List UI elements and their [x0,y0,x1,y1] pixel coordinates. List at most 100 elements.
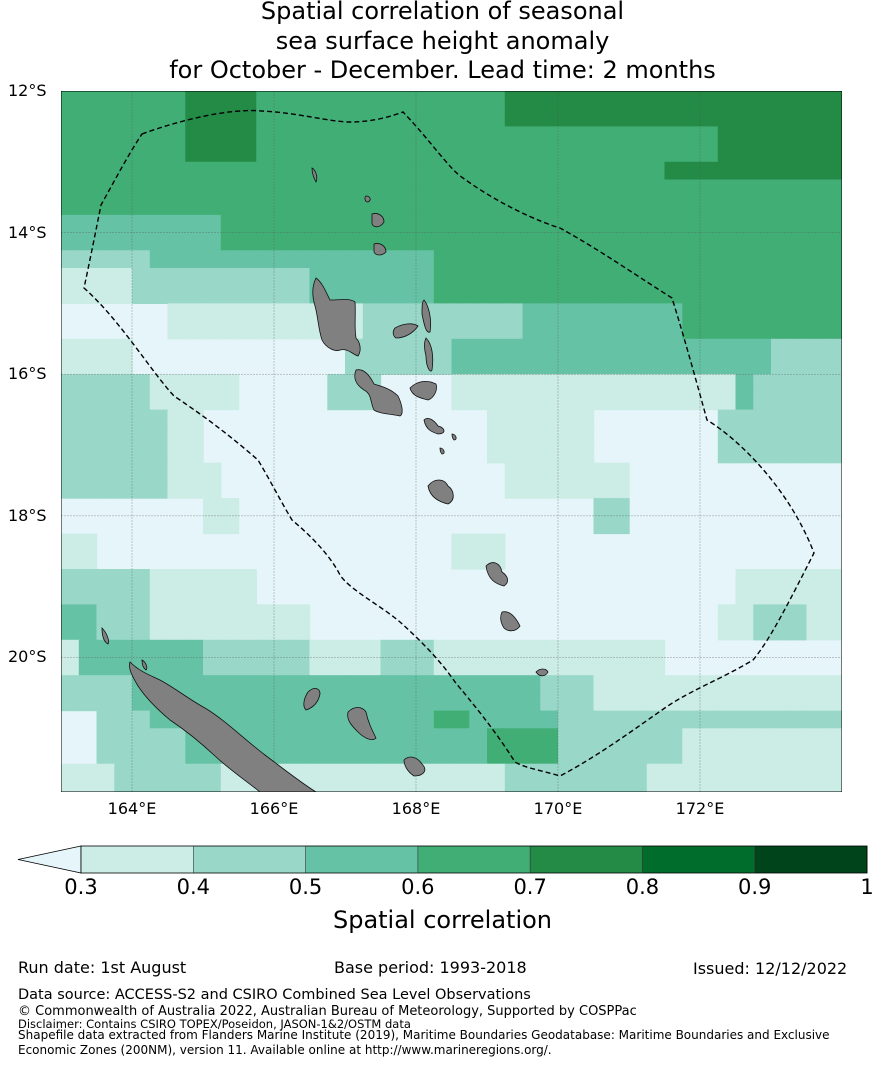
correlation-cell [451,338,470,358]
lat-label: 16°S [8,364,47,384]
correlation-cell [433,356,453,375]
correlation-cell [487,179,506,198]
correlation-cell [291,179,311,198]
correlation-cell [380,763,399,782]
correlation-cell [291,321,311,340]
correlation-cell [487,692,506,712]
correlation-cell [682,108,701,127]
correlation-cell [717,675,737,694]
correlation-cell [345,692,364,712]
correlation-cell [558,675,577,694]
correlation-cell [203,675,222,694]
correlation-cell [700,268,719,287]
correlation-cell [291,639,311,659]
colorbar-under-arrow [17,845,82,874]
correlation-cell [345,161,364,181]
correlation-cell [274,161,293,181]
correlation-cell [717,126,737,145]
correlation-cell [611,692,630,712]
correlation-cell [646,321,666,340]
correlation-cell [61,214,80,234]
correlation-cell [362,126,382,145]
correlation-cell [522,108,541,127]
correlation-cell [238,586,257,605]
correlation-cell [664,356,683,375]
correlation-cell [327,763,346,782]
disclaimer: Disclaimer: Contains CSIRO TOPEX/Poseido… [18,1017,411,1031]
correlation-cell [504,692,524,712]
correlation-cell [788,232,808,251]
correlation-cell [132,144,151,163]
correlation-cell [132,586,151,605]
correlation-cell [220,144,240,163]
correlation-cell [522,675,541,694]
correlation-cell [398,692,417,712]
correlation-cell [96,338,115,358]
correlation-cell [522,126,541,145]
correlation-cell [788,586,808,605]
correlation-cell [504,179,524,198]
correlation-cell [61,391,80,411]
correlation-cell [558,391,577,411]
correlation-cell [167,445,186,464]
correlation-cell [238,321,257,340]
correlation-cell [220,692,240,712]
correlation-cell [185,197,204,216]
correlation-cell [824,338,842,358]
correlation-cell [380,161,399,181]
correlation-cell [806,250,825,269]
correlation-cell [487,214,506,234]
correlation-cell [114,179,133,198]
correlation-cell [185,480,204,499]
correlation-cell [149,285,169,304]
correlation-cell [753,710,772,729]
correlation-cell [487,374,506,393]
correlation-cell [327,657,346,676]
correlation-cell [806,214,825,234]
correlation-cell [61,675,80,694]
correlation-cell [96,285,115,304]
correlation-cell [114,480,133,499]
correlation-cell [78,692,98,712]
correlation-cell [629,285,648,304]
correlation-cell [238,179,257,198]
correlation-cell [824,126,842,145]
lat-label: 18°S [8,505,47,525]
correlation-cell [291,126,311,145]
correlation-cell [824,710,842,729]
correlation-cell [309,179,328,198]
correlation-cell [345,746,364,765]
correlation-cell [611,144,630,163]
colorbar-segment [81,846,194,873]
island [403,756,426,777]
correlation-cell [380,303,399,322]
correlation-cell [540,214,559,234]
correlation-cell [114,763,133,782]
correlation-cell [167,746,186,765]
correlation-cell [114,161,133,181]
correlation-cell [788,427,808,446]
correlation-cell [593,692,612,712]
correlation-cell [806,161,825,181]
correlation-cell [380,657,399,676]
correlation-cell [593,374,612,393]
correlation-cell [185,161,204,181]
correlation-cell [735,692,754,712]
correlation-cell [149,710,169,729]
correlation-cell [114,214,133,234]
correlation-cell [362,303,382,322]
correlation-cell [806,763,825,782]
correlation-cell [806,356,825,375]
correlation-cell [256,675,275,694]
correlation-cell [96,409,115,428]
correlation-cell [114,569,133,588]
correlation-cell [522,728,541,747]
correlation-cell [327,781,346,792]
island [500,611,521,632]
correlation-cell [504,214,524,234]
correlation-cell [61,604,80,623]
correlation-cell [771,268,790,287]
correlation-cell [575,409,595,428]
correlation-cell [238,569,257,588]
correlation-cell [487,161,506,181]
